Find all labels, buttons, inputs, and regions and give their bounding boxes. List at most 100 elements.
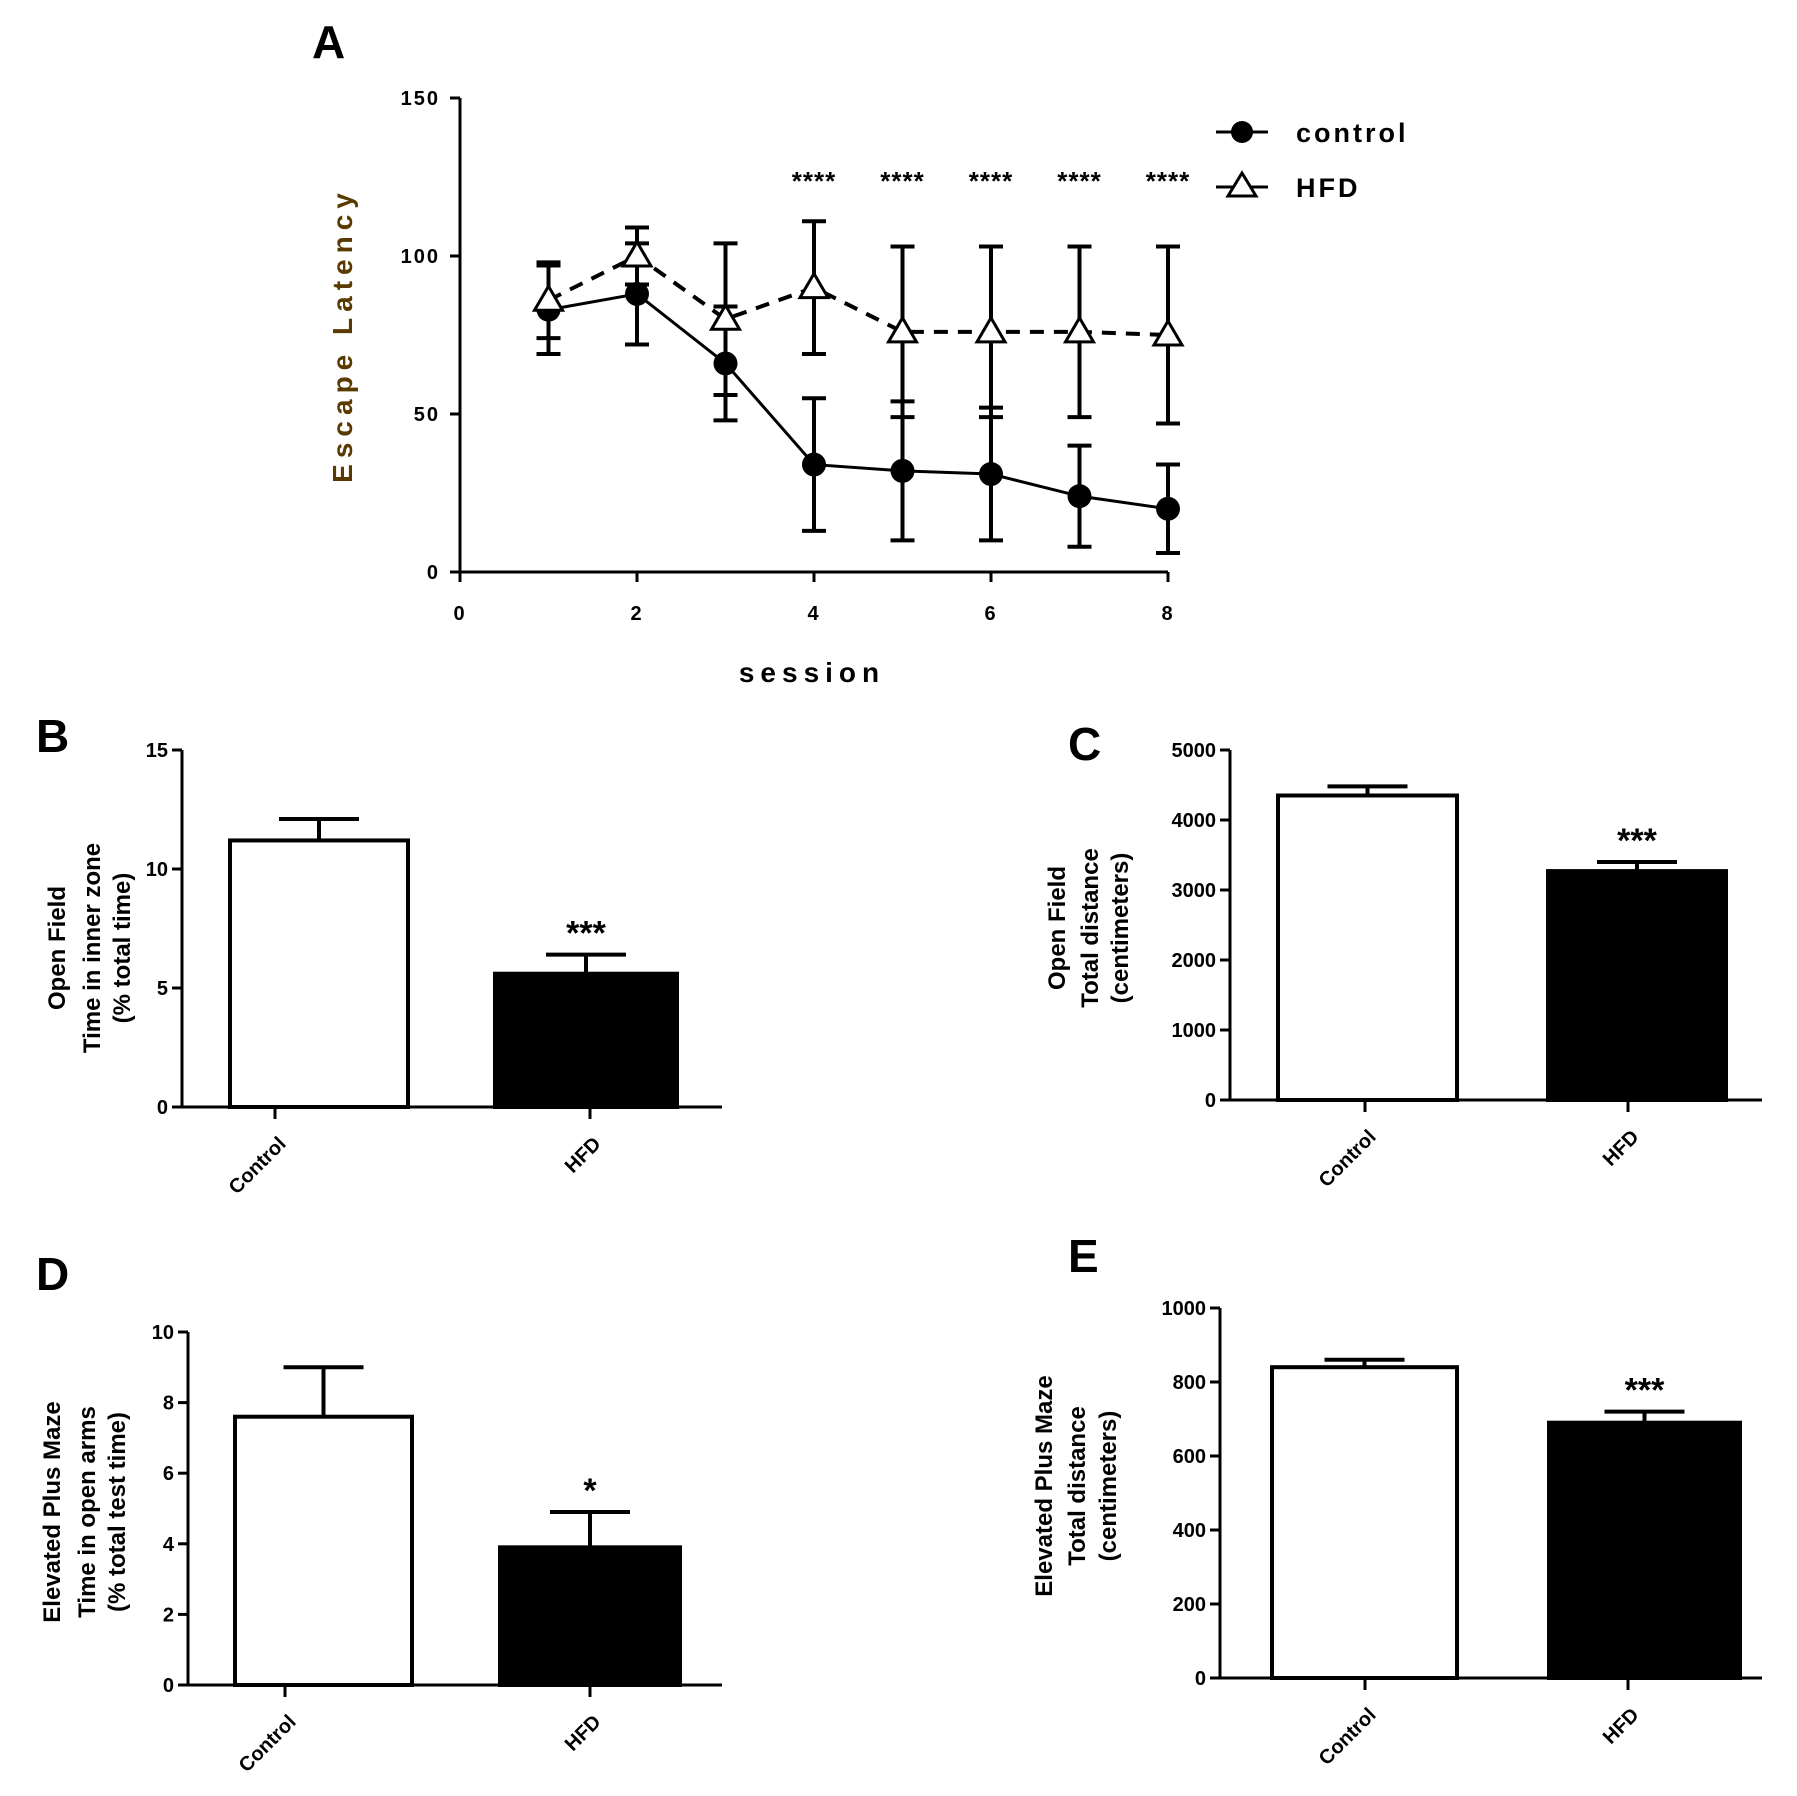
y-tick-label: 4000 bbox=[1172, 810, 1217, 832]
data-point-hfd bbox=[620, 239, 654, 268]
panel-a: A 0 50 100 150 0 2 4 6 8 Escape Latency session… bbox=[312, 16, 1409, 688]
series-line-hfd bbox=[547, 253, 1169, 337]
y-axis-label-line: Elevated Plus Maze bbox=[39, 1401, 66, 1622]
y-tick-label: 0 bbox=[1205, 1090, 1216, 1112]
legend-label-control: control bbox=[1296, 118, 1409, 148]
bar-control bbox=[228, 838, 410, 1109]
y-tick-label: 10 bbox=[146, 859, 168, 881]
bar-control bbox=[1276, 793, 1459, 1102]
x-ticks: 0 2 4 6 8 bbox=[453, 572, 1174, 625]
x-tick-label: 2 bbox=[630, 603, 643, 625]
legend-marker-control bbox=[1231, 121, 1253, 143]
legend-marker-hfd bbox=[1225, 170, 1259, 198]
x-tick-label: HFD bbox=[1599, 1704, 1644, 1749]
bar-hfd bbox=[493, 971, 679, 1109]
significance-label: *** bbox=[1617, 822, 1657, 860]
significance-label: *** bbox=[1625, 1372, 1665, 1410]
data-point-control bbox=[625, 281, 649, 306]
bar-chart-b: 0 5 10 15 Open Field Time in inner zone (% tot… bbox=[44, 740, 722, 1199]
significance-label: * bbox=[583, 1472, 597, 1510]
y-tick-label: 0 bbox=[1195, 1668, 1206, 1690]
y-axis-label-line: (% total test time) bbox=[104, 1412, 131, 1612]
y-tick-label: 2 bbox=[163, 1604, 174, 1626]
series-line-control bbox=[548, 292, 1169, 511]
y-tick-label: 10 bbox=[152, 1322, 174, 1344]
significance-label: **** bbox=[1057, 166, 1101, 196]
data-point-control bbox=[979, 462, 1003, 487]
bar-hfd bbox=[1547, 1420, 1742, 1680]
panel-label-e: E bbox=[1068, 1230, 1099, 1282]
significance-label: *** bbox=[566, 915, 606, 953]
y-tick-label: 4 bbox=[163, 1534, 175, 1556]
panel-e: E 0 200 400 600 800 1000 Elevated Plus Maze Tot… bbox=[1031, 1230, 1762, 1770]
data-point-hfd bbox=[885, 314, 920, 344]
y-tick-label: 15 bbox=[146, 740, 168, 762]
panel-d: D 0 2 4 6 8 10 Elevated Plus Maze Time in open … bbox=[36, 1248, 722, 1777]
x-axis-label: session bbox=[739, 657, 885, 688]
y-tick-label: 600 bbox=[1173, 1446, 1206, 1468]
x-tick-label: Control bbox=[225, 1133, 291, 1199]
x-tick-label: Control bbox=[235, 1711, 301, 1777]
x-tick-label: 6 bbox=[984, 603, 997, 625]
legend: control HFD bbox=[1216, 118, 1409, 203]
x-tick-label: 4 bbox=[807, 603, 820, 625]
panel-c: C 0 1000 2000 3000 4000 5000 Open Field Total d… bbox=[1044, 718, 1762, 1192]
y-axis-label-line: Total distance bbox=[1077, 848, 1104, 1008]
y-tick-label: 3000 bbox=[1172, 880, 1217, 902]
panel-label-a: A bbox=[312, 16, 345, 68]
y-tick-label: 0 bbox=[163, 1675, 174, 1697]
y-axis-label: Escape Latency bbox=[327, 187, 358, 483]
y-axis-label-line: Open Field bbox=[1044, 866, 1071, 990]
y-ticks: 0 50 100 150 bbox=[401, 88, 460, 584]
x-tick-label: HFD bbox=[561, 1711, 606, 1756]
panel-label-b: B bbox=[36, 710, 69, 762]
data-point-control bbox=[802, 452, 826, 477]
panel-b: B 0 5 10 15 Open Field Time in inner zone (% t… bbox=[36, 710, 722, 1199]
significance-label: **** bbox=[1146, 166, 1190, 196]
y-axis-label-line: Total distance bbox=[1064, 1406, 1091, 1566]
x-tick-label: Control bbox=[1315, 1704, 1381, 1770]
series-lines bbox=[547, 253, 1169, 511]
significance-label: **** bbox=[880, 166, 924, 196]
y-tick-label: 5000 bbox=[1172, 740, 1217, 762]
y-axis-label-line: (centimeters) bbox=[1107, 853, 1134, 1004]
y-tick-label: 1000 bbox=[1162, 1298, 1207, 1320]
significance-labels: **** **** **** **** **** bbox=[792, 166, 1190, 196]
data-point-hfd bbox=[531, 283, 566, 312]
bar-chart-d: 0 2 4 6 8 10 Elevated Plus Maze Time in open ar… bbox=[39, 1322, 722, 1777]
data-point-control bbox=[1067, 484, 1092, 509]
y-tick-label: 2000 bbox=[1172, 950, 1217, 972]
y-tick-label: 1000 bbox=[1172, 1020, 1217, 1042]
significance-label: **** bbox=[969, 166, 1013, 196]
x-tick-label: 0 bbox=[453, 603, 466, 625]
data-point-control bbox=[890, 458, 915, 483]
x-tick-label: HFD bbox=[1599, 1126, 1644, 1171]
y-axis-label-line: Elevated Plus Maze bbox=[1031, 1375, 1058, 1596]
bar-control bbox=[1270, 1365, 1459, 1680]
y-axis-label-line: (% total time) bbox=[109, 873, 136, 1024]
data-point-hfd bbox=[708, 302, 743, 331]
bar-control bbox=[233, 1414, 414, 1687]
x-tick-label: HFD bbox=[561, 1133, 606, 1178]
y-tick-label: 0 bbox=[157, 1097, 168, 1119]
y-tick-label: 200 bbox=[1173, 1594, 1206, 1616]
x-tick-label: Control bbox=[1315, 1126, 1381, 1192]
bar-hfd bbox=[498, 1545, 682, 1687]
x-tick-label: 8 bbox=[1161, 603, 1174, 625]
data-point-hfd bbox=[974, 314, 1008, 344]
data-point-control bbox=[713, 351, 738, 376]
bar-chart-e: 0 200 400 600 800 1000 Elevated Plus Maze Total… bbox=[1031, 1298, 1762, 1770]
y-axis-label-line: Time in open arms bbox=[74, 1406, 101, 1618]
y-tick-label: 8 bbox=[163, 1393, 174, 1415]
data-point-hfd bbox=[1062, 314, 1097, 344]
bar-chart-c: 0 1000 2000 3000 4000 5000 Open Field Total dis… bbox=[1044, 740, 1762, 1192]
legend-label-hfd: HFD bbox=[1296, 173, 1361, 203]
y-tick-label: 0 bbox=[427, 562, 440, 584]
y-axis-label-line: Open Field bbox=[44, 886, 71, 1010]
y-tick-label: 6 bbox=[163, 1463, 174, 1485]
y-tick-label: 150 bbox=[401, 88, 440, 110]
y-axis-label-line: (centimeters) bbox=[1095, 1411, 1122, 1562]
y-tick-label: 5 bbox=[157, 978, 168, 1000]
panel-label-d: D bbox=[36, 1248, 69, 1300]
